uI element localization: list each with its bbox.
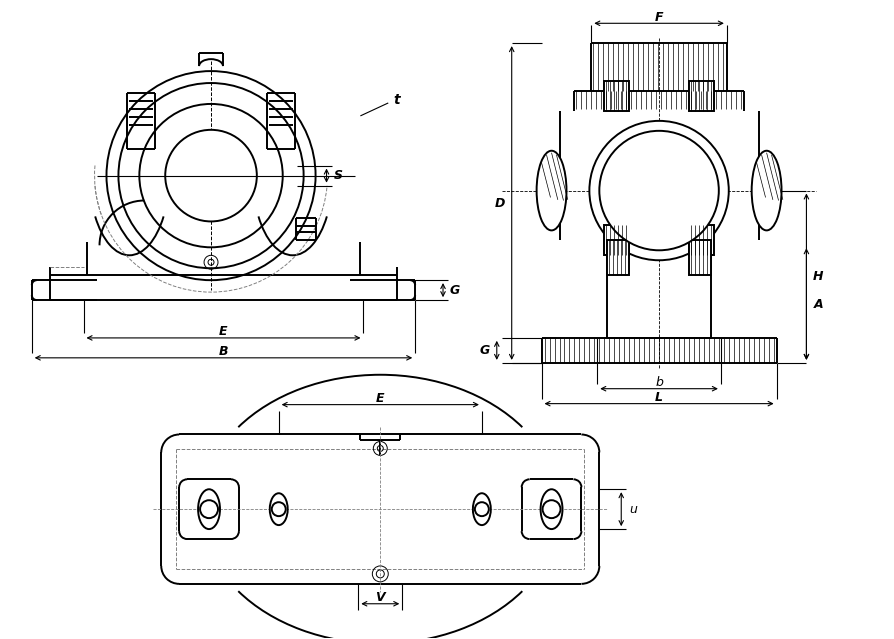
Text: F: F: [654, 11, 663, 24]
Ellipse shape: [536, 151, 567, 231]
Circle shape: [475, 502, 489, 516]
Ellipse shape: [541, 489, 562, 529]
Circle shape: [599, 131, 719, 250]
Bar: [607, 240, 629, 275]
Text: G: G: [450, 284, 460, 296]
Text: V: V: [375, 591, 385, 604]
Text: S: S: [334, 169, 343, 182]
Ellipse shape: [473, 493, 491, 525]
Text: A: A: [814, 298, 823, 311]
Bar: [604, 81, 629, 111]
Text: b: b: [655, 376, 663, 389]
Text: B: B: [219, 345, 228, 358]
Text: t: t: [392, 93, 400, 107]
Circle shape: [272, 502, 286, 516]
Text: E: E: [219, 325, 228, 339]
Bar: [689, 81, 713, 111]
Text: E: E: [376, 392, 384, 405]
Bar: [689, 226, 713, 255]
Text: W: W: [653, 198, 666, 211]
Text: L: L: [655, 391, 663, 404]
Text: u: u: [629, 503, 637, 516]
Ellipse shape: [752, 151, 781, 231]
Bar: [689, 240, 711, 275]
Circle shape: [543, 500, 561, 518]
Circle shape: [165, 130, 257, 222]
Bar: [604, 226, 629, 255]
Text: H: H: [814, 270, 823, 283]
Ellipse shape: [198, 489, 220, 529]
Text: D: D: [494, 197, 505, 210]
Circle shape: [589, 121, 729, 260]
Ellipse shape: [270, 493, 288, 525]
Text: G: G: [480, 344, 490, 357]
Circle shape: [200, 500, 218, 518]
